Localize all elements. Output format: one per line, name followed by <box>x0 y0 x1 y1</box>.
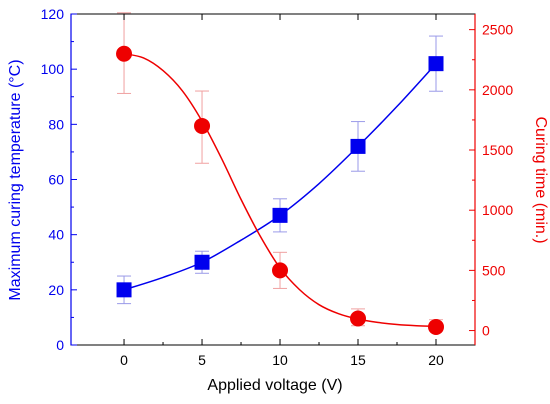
curing-time-marker <box>116 45 133 62</box>
x-tick-label: 5 <box>198 352 206 368</box>
x-tick-label: 15 <box>350 352 366 368</box>
right-y-tick-label: 500 <box>482 262 506 278</box>
left-y-tick-label: 20 <box>48 282 64 298</box>
curing-time-marker <box>350 310 367 327</box>
right-y-tick-label: 1000 <box>482 202 513 218</box>
temperature-marker <box>428 56 444 72</box>
right-y-axis-title: Curing time (min.) <box>532 116 549 243</box>
left-y-tick-label: 120 <box>41 6 65 22</box>
x-axis-ticks: 0 5 10 15 20 <box>120 14 444 368</box>
right-y-axis-ticks: 0 500 1000 1500 2000 2500 <box>469 22 513 339</box>
temperature-marker <box>194 254 210 270</box>
temperature-marker <box>116 282 132 298</box>
right-y-tick-label: 0 <box>482 323 490 339</box>
x-axis-title: Applied voltage (V) <box>207 377 342 394</box>
right-y-tick-label: 1500 <box>482 142 513 158</box>
left-y-axis-title: Maximum curing temperature (°C) <box>7 59 24 300</box>
left-y-tick-label: 100 <box>41 61 65 77</box>
temperature-marker <box>272 207 288 223</box>
x-tick-label: 10 <box>272 352 288 368</box>
curing-time-marker <box>272 262 289 279</box>
curing-time-marker <box>428 318 445 335</box>
right-y-tick-label: 2500 <box>482 22 513 38</box>
right-y-tick-label: 2000 <box>482 82 513 98</box>
x-tick-label: 20 <box>428 352 444 368</box>
data-markers <box>116 45 445 335</box>
left-y-tick-label: 80 <box>48 116 64 132</box>
left-y-axis-ticks: 0 20 40 60 80 100 120 <box>41 6 77 353</box>
x-tick-label: 0 <box>120 352 128 368</box>
plot-frame <box>70 13 476 346</box>
left-y-tick-label: 60 <box>48 172 64 188</box>
error-bars <box>117 12 444 332</box>
curing-time-marker <box>194 117 211 134</box>
temperature-marker <box>350 138 366 154</box>
left-y-tick-label: 0 <box>56 337 64 353</box>
left-y-tick-label: 40 <box>48 227 64 243</box>
